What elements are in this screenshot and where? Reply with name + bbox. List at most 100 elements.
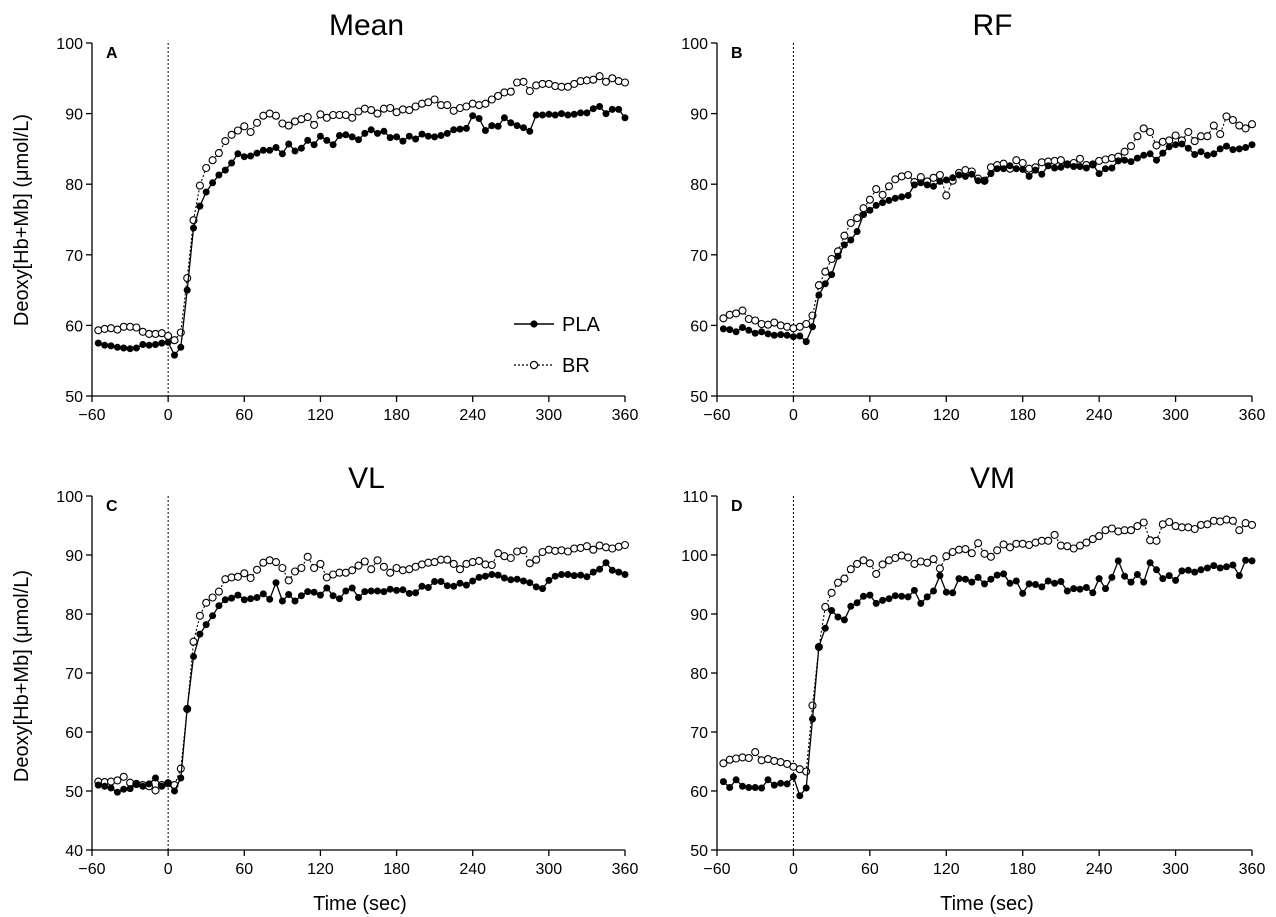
data-point-br — [1133, 132, 1142, 141]
data-point-br — [961, 166, 970, 175]
data-point-pla — [431, 578, 439, 585]
data-point-pla — [809, 715, 816, 723]
data-point-br — [316, 559, 325, 568]
data-point-pla — [399, 137, 407, 145]
data-point-pla — [94, 781, 102, 789]
data-point-br — [240, 569, 249, 578]
data-point-br — [1095, 532, 1104, 541]
data-point-pla — [196, 202, 204, 210]
y-tick-label: 60 — [65, 318, 83, 335]
data-point-br — [1133, 522, 1142, 531]
data-point-br — [278, 563, 287, 573]
data-point-br — [227, 130, 236, 139]
data-point-pla — [879, 199, 887, 207]
data-point-br — [1165, 517, 1174, 527]
data-point-br — [878, 190, 887, 199]
data-point-br — [430, 95, 439, 104]
data-point-pla — [1082, 584, 1090, 591]
data-point-br — [1088, 535, 1097, 544]
data-point-pla — [558, 571, 565, 578]
data-point-br — [506, 87, 515, 96]
data-point-br — [725, 755, 734, 764]
y-tick-label: 80 — [690, 177, 708, 194]
data-point-br — [620, 78, 630, 87]
panel-letter: B — [731, 45, 743, 62]
data-point-pla — [732, 776, 740, 784]
data-point-pla — [961, 172, 969, 180]
data-point-pla — [1000, 570, 1008, 578]
data-point-br — [725, 310, 734, 319]
data-point-pla — [770, 331, 778, 339]
data-point-br — [151, 786, 160, 795]
y-tick-label: 90 — [690, 607, 708, 624]
x-tick-label: 300 — [536, 407, 563, 424]
y-tick-label: 90 — [690, 107, 708, 124]
data-point-br — [821, 602, 830, 611]
series-line-br — [723, 115, 1253, 329]
data-point-pla — [481, 572, 489, 580]
data-point-br — [487, 95, 496, 104]
data-point-pla — [437, 132, 445, 139]
data-point-br — [1158, 137, 1167, 146]
data-point-br — [386, 568, 395, 577]
x-tick-label: 360 — [612, 407, 639, 424]
data-point-pla — [764, 330, 772, 338]
data-point-br — [1190, 524, 1199, 534]
data-point-pla — [1127, 578, 1135, 586]
data-point-pla — [247, 595, 255, 603]
data-point-pla — [145, 780, 153, 788]
data-point-br — [1228, 115, 1237, 125]
data-point-br — [967, 549, 976, 558]
data-point-pla — [1012, 577, 1020, 585]
data-point-pla — [745, 784, 753, 791]
data-point-pla — [1044, 577, 1052, 585]
data-point-br — [789, 324, 798, 333]
data-point-pla — [152, 341, 159, 348]
data-point-br — [814, 281, 823, 290]
data-point-br — [719, 759, 728, 768]
data-point-pla — [930, 182, 937, 190]
data-point-pla — [101, 341, 109, 349]
data-point-pla — [942, 588, 950, 596]
data-point-br — [252, 565, 262, 574]
data-point-br — [563, 547, 572, 556]
data-point-pla — [190, 224, 197, 232]
data-point-pla — [968, 578, 976, 586]
data-point-br — [942, 552, 951, 561]
data-point-pla — [834, 613, 842, 621]
data-point-br — [183, 274, 192, 283]
data-point-br — [106, 777, 116, 786]
data-point-pla — [1089, 160, 1097, 168]
data-point-pla — [488, 571, 496, 578]
y-axis-label-bottom: Deoxy[Hb+Mb] (μmol/L) — [11, 570, 33, 782]
data-point-br — [348, 566, 357, 575]
data-point-br — [106, 324, 116, 333]
data-point-pla — [866, 206, 874, 214]
data-point-br — [1203, 132, 1212, 141]
data-point-br — [443, 101, 452, 110]
data-point-pla — [500, 114, 508, 122]
data-point-pla — [1133, 154, 1141, 162]
y-tick-label: 70 — [65, 666, 83, 683]
series-line-pla — [98, 105, 626, 357]
data-point-pla — [310, 141, 318, 149]
data-point-pla — [291, 147, 299, 155]
data-point-br — [367, 106, 376, 115]
x-tick-label: 0 — [164, 861, 173, 878]
data-point-pla — [796, 792, 804, 800]
data-point-pla — [1165, 572, 1173, 580]
y-tick-label: 90 — [65, 107, 83, 124]
data-point-br — [284, 121, 293, 130]
data-point-br — [916, 557, 925, 566]
x-tick-label: 180 — [1009, 861, 1036, 878]
data-point-pla — [770, 781, 778, 789]
data-point-pla — [234, 591, 242, 599]
data-point-pla — [272, 579, 280, 587]
data-point-br — [859, 204, 868, 213]
data-point-pla — [1203, 564, 1211, 572]
data-point-br — [1203, 520, 1212, 529]
data-point-pla — [1216, 145, 1224, 153]
data-point-br — [1247, 520, 1257, 529]
data-point-pla — [1051, 579, 1059, 587]
data-point-br — [475, 556, 484, 565]
